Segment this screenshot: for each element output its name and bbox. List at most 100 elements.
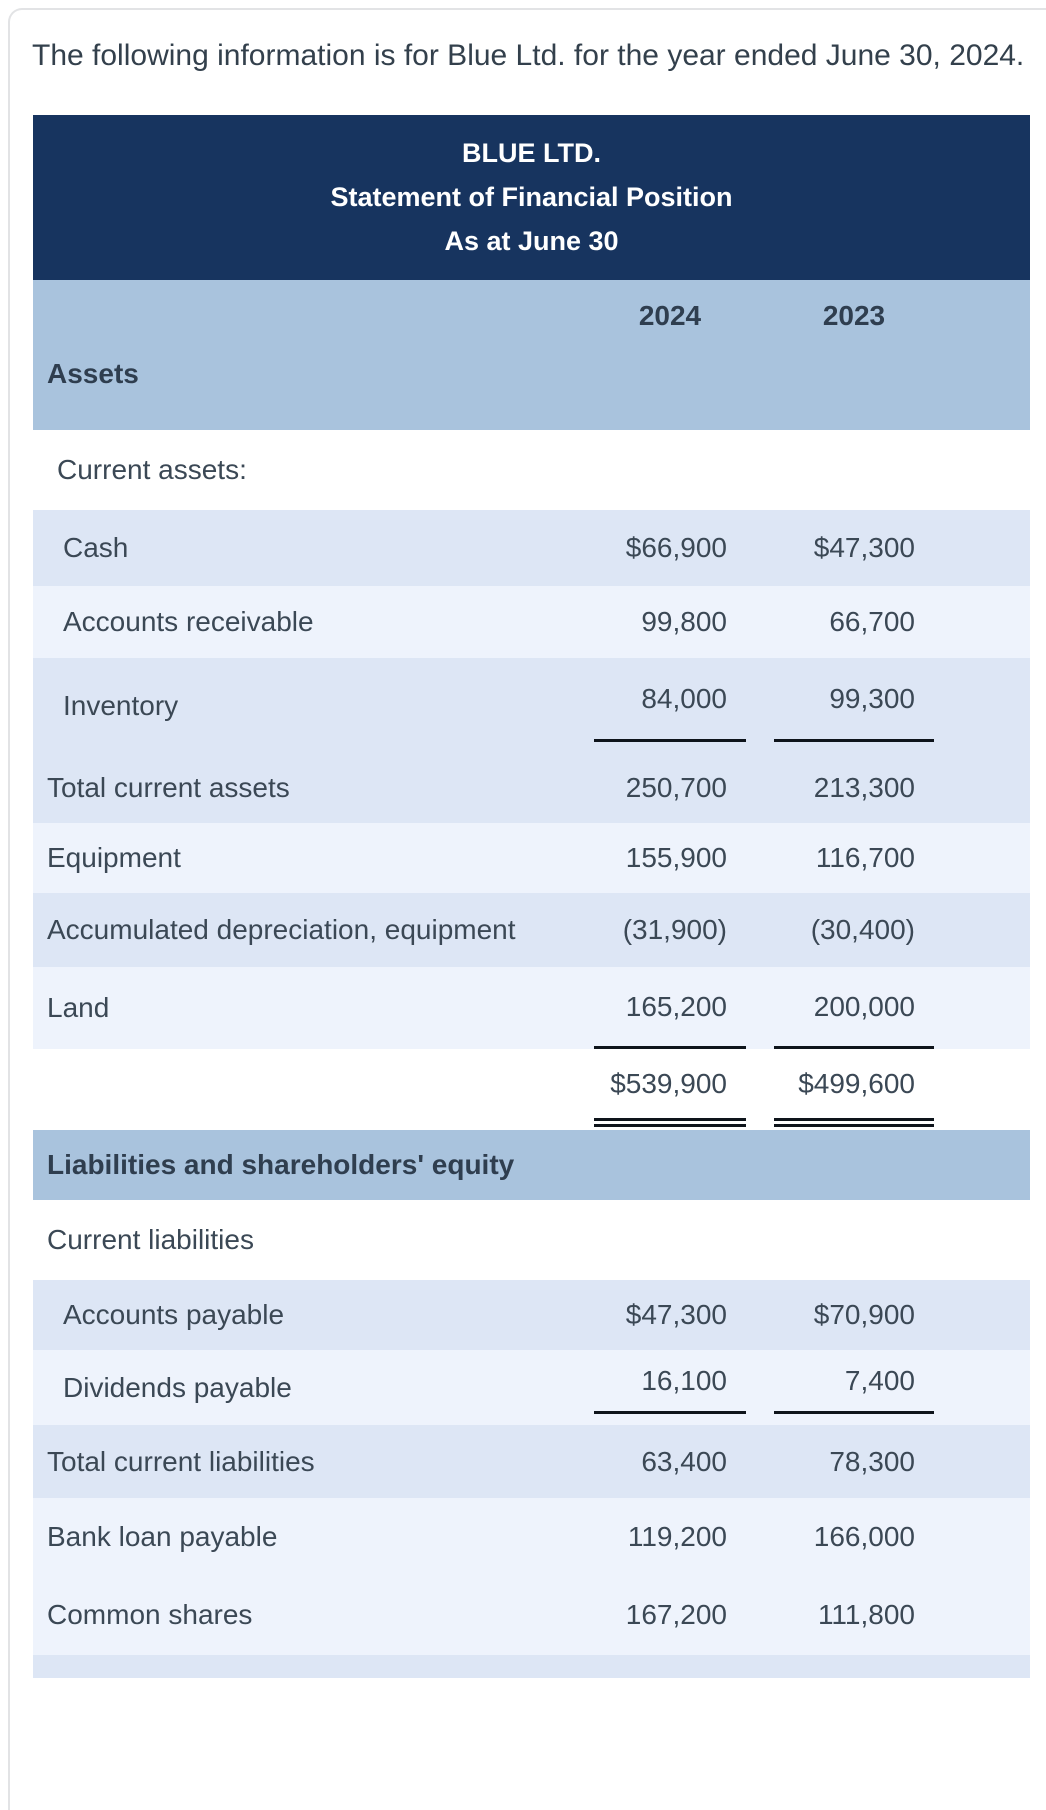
value-2024-cell: 167,200 <box>594 1575 746 1655</box>
value-2023-cell: $47,300 <box>774 510 934 586</box>
value-2023-cell: 213,300 <box>774 753 934 823</box>
value-2024-cell: $539,900 <box>594 1049 746 1130</box>
value-2024: 250,700 <box>625 772 727 803</box>
value-2024 <box>594 430 746 510</box>
value-2023: 200,000 <box>774 967 934 1049</box>
value-2023-cell: 111,800 <box>774 1575 934 1655</box>
table-row-current-assets: Current assets: <box>33 430 1030 510</box>
value-2023-cell: 116,700 <box>774 823 934 893</box>
table-row-current-liabilities: Current liabilities <box>33 1200 1030 1280</box>
question-card: The following information is for Blue Lt… <box>8 8 1046 1810</box>
value-2024: 63,400 <box>641 1445 727 1477</box>
row-label: Current assets: <box>57 454 247 485</box>
value-2023: 7,400 <box>774 1350 934 1414</box>
row-label: Accounts receivable <box>63 606 314 637</box>
year-header-spacer <box>33 300 594 332</box>
table-row-common-shares: Common shares 167,200 111,800 <box>33 1575 1030 1655</box>
value-2023-cell: (30,400) <box>774 893 934 967</box>
row-label: Cash <box>63 532 129 563</box>
row-label: Equipment <box>47 842 181 873</box>
value-2023: 66,700 <box>829 606 915 637</box>
table-row-inventory: Inventory 84,000 99,300 <box>33 658 1030 753</box>
row-label: Inventory <box>63 689 179 721</box>
value-2024-cell: 99,800 <box>594 586 746 658</box>
assets-section-label: Assets <box>47 358 139 389</box>
value-2023-cell: $499,600 <box>774 1049 934 1130</box>
year-column-2023: 2023 <box>822 300 886 331</box>
value-2024-cell: 119,200 <box>594 1498 746 1575</box>
table-row-accumulated-depreciation-equipment: Accumulated depreciation, equipment (31,9… <box>33 893 1030 967</box>
year-header-row: 2024 2023 <box>33 300 1030 332</box>
value-2023: 213,300 <box>813 772 915 803</box>
row-label <box>33 1655 594 1678</box>
row-label: Dividends payable <box>63 1371 292 1403</box>
value-2023-cell <box>774 430 934 510</box>
value-2024-cell <box>594 430 746 510</box>
row-label: Common shares <box>47 1599 253 1630</box>
table-row-liabilities-and-shareholders-equity: Liabilities and shareholders' equity <box>33 1130 1030 1200</box>
value-2024-cell: 250,700 <box>594 753 746 823</box>
value-2024-cell: 84,000 <box>594 658 746 753</box>
table-row-land: Land 165,200 200,000 <box>33 967 1030 1049</box>
value-2024-cell: $66,900 <box>594 510 746 586</box>
value-2023: 111,800 <box>817 1599 915 1630</box>
value-2024: $539,900 <box>594 1049 746 1127</box>
value-2024: 167,200 <box>625 1599 727 1630</box>
value-2024 <box>594 1200 746 1280</box>
statement-date: As at June 30 <box>444 226 619 256</box>
value-2024-cell: 155,900 <box>594 823 746 893</box>
value-2024: 84,000 <box>594 658 746 742</box>
value-2024: 165,200 <box>594 967 746 1049</box>
value-2024-cell: 16,100 <box>594 1350 746 1425</box>
value-2023-cell: 66,700 <box>774 586 934 658</box>
table-row-total-current-assets: Total current assets 250,700 213,300 <box>33 753 1030 823</box>
value-2023: 166,000 <box>813 1520 915 1552</box>
assets-section-band: 2024 2023 Assets <box>33 280 1030 430</box>
value-2024: 119,200 <box>627 1520 727 1552</box>
table-row-accounts-payable: Accounts payable $47,300 $70,900 <box>33 1280 1030 1350</box>
table-row-total-current-liabilities: Total current liabilities 63,400 78,300 <box>33 1425 1030 1498</box>
company-name: BLUE LTD. <box>462 138 601 168</box>
row-label: Liabilities and shareholders' equity <box>47 1149 515 1180</box>
table-row-bank-loan-payable: Bank loan payable 119,200 166,000 <box>33 1498 1030 1575</box>
value-2024: $47,300 <box>625 1299 727 1330</box>
financial-statement-table: BLUE LTD. Statement of Financial Positio… <box>33 115 1030 1678</box>
value-2023-cell: 7,400 <box>774 1350 934 1425</box>
value-2024: $66,900 <box>625 532 727 563</box>
value-2023: $70,900 <box>813 1299 915 1330</box>
statement-title: Statement of Financial Position <box>330 182 733 212</box>
value-2023: $47,300 <box>813 532 915 563</box>
value-2023-cell: 200,000 <box>774 967 934 1049</box>
value-2023-cell <box>774 1200 934 1280</box>
value-2024-cell: 63,400 <box>594 1425 746 1498</box>
value-2023: 116,700 <box>815 842 915 873</box>
row-label: Current liabilities <box>47 1224 254 1255</box>
value-2023 <box>774 1200 934 1280</box>
rows-container: Current assets: Cash $66,900 $47,300 Account… <box>33 430 1030 1678</box>
value-2024: 155,900 <box>625 842 727 873</box>
row-label: Accounts payable <box>63 1299 285 1330</box>
value-2023: $499,600 <box>774 1049 934 1127</box>
value-2023 <box>774 430 934 510</box>
table-row-cash: Cash $66,900 $47,300 <box>33 510 1030 586</box>
table-row-equipment: Equipment 155,900 116,700 <box>33 823 1030 893</box>
value-2023-cell: 99,300 <box>774 658 934 753</box>
row-label: Total current assets <box>47 772 290 803</box>
value-2024-cell: (31,900) <box>594 893 746 967</box>
row-label: Accumulated depreciation, equipment <box>47 914 516 945</box>
value-2024: 99,800 <box>641 606 727 637</box>
value-2024-cell <box>594 1200 746 1280</box>
value-2023: 99,300 <box>774 658 934 742</box>
row-label <box>33 1049 594 1130</box>
table-row-dividends-payable: Dividends payable 16,100 7,400 <box>33 1350 1030 1425</box>
value-2023-cell: $70,900 <box>774 1280 934 1350</box>
statement-header: BLUE LTD. Statement of Financial Positio… <box>33 115 1030 280</box>
table-row-partial-row-16 <box>33 1655 1030 1678</box>
value-2023: (30,400) <box>810 914 915 945</box>
table-row-accounts-receivable: Accounts receivable 99,800 66,700 <box>33 586 1030 658</box>
row-label: Bank loan payable <box>47 1520 278 1552</box>
value-2024-cell: $47,300 <box>594 1280 746 1350</box>
value-2023-cell: 78,300 <box>774 1425 934 1498</box>
table-row-grand-total-8: $539,900 $499,600 <box>33 1049 1030 1130</box>
value-2023-cell: 166,000 <box>774 1498 934 1575</box>
